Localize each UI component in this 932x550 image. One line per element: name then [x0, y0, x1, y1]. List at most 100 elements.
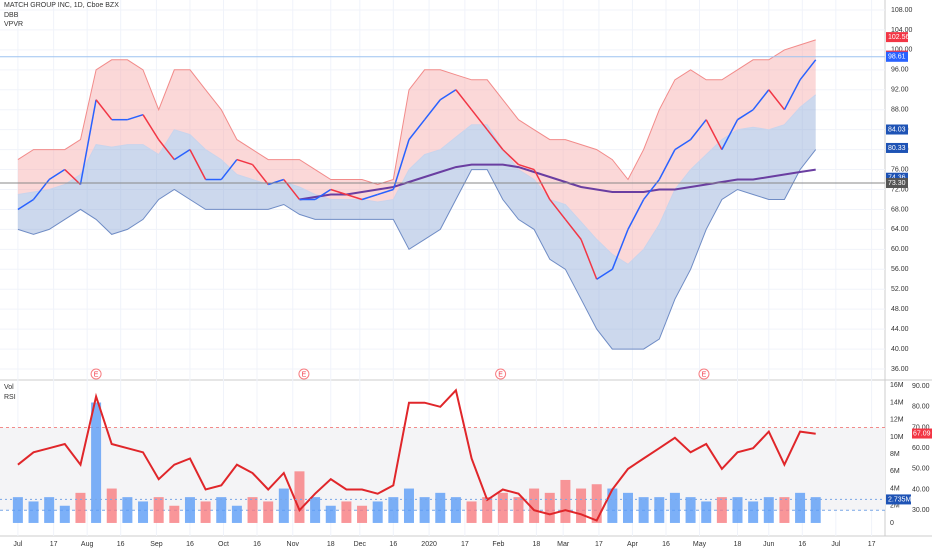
- volume-bar: [450, 497, 461, 523]
- price-segment: [95, 99, 113, 121]
- event-label: E: [702, 371, 707, 378]
- volume-bar: [732, 497, 743, 523]
- price-badge: [886, 178, 908, 189]
- x-tick-label: Oct: [218, 541, 229, 548]
- y-tick-label: 64.00: [891, 226, 909, 233]
- x-tick-label: 17: [50, 541, 58, 548]
- price-segment: [799, 59, 817, 81]
- y-tick-label: 96.00: [891, 67, 909, 74]
- price-segment: [251, 164, 269, 185]
- price-badge-label: 73.30: [888, 180, 906, 187]
- volume-tick-label: 4M: [890, 485, 900, 492]
- x-tick-label: 17: [595, 541, 603, 548]
- x-tick-label: 16: [117, 541, 125, 548]
- y-tick-label: 36.00: [891, 366, 909, 373]
- price-badge: [886, 172, 908, 183]
- y-tick-label: 40.00: [891, 346, 909, 353]
- rsi-tick-label: 70.00: [912, 424, 930, 431]
- x-tick-label: 2020: [421, 541, 437, 548]
- x-tick-label: Apr: [627, 541, 639, 548]
- price-segment: [439, 89, 457, 101]
- volume-bar: [341, 501, 352, 523]
- price-badge-label: 98.61: [888, 54, 906, 61]
- y-tick-label: 72.00: [891, 186, 909, 193]
- rsi-tick-label: 40.00: [912, 486, 930, 493]
- volume-bar: [795, 492, 806, 523]
- price-segment: [346, 193, 363, 201]
- indicator-label: VPVR: [4, 21, 23, 28]
- volume-bar: [247, 497, 258, 523]
- basis-line: [17, 94, 817, 265]
- price-segment: [486, 129, 504, 151]
- rsi-badge-label: 67.09: [913, 430, 931, 437]
- price-segment: [470, 109, 488, 131]
- volume-bar: [122, 497, 133, 523]
- price-segment: [549, 199, 567, 220]
- volume-bar: [576, 488, 587, 523]
- volume-bar: [325, 505, 336, 523]
- volume-bar: [59, 505, 70, 523]
- price-segment: [236, 158, 253, 166]
- volume-bar: [216, 497, 227, 523]
- x-tick-label: Mar: [557, 541, 570, 548]
- volume-badge: [886, 494, 911, 505]
- volume-bar: [28, 501, 39, 523]
- volume-bar: [169, 505, 180, 523]
- x-tick-label: Feb: [492, 541, 504, 548]
- volume-bar: [654, 497, 665, 523]
- x-tick-label: 16: [253, 541, 261, 548]
- upper-band-line: [17, 39, 816, 186]
- y-tick-label: 108.00: [891, 7, 913, 14]
- x-tick-label: 18: [532, 541, 540, 548]
- volume-bar: [138, 501, 149, 523]
- price-badge: [886, 51, 908, 62]
- volume-bar: [435, 492, 446, 523]
- volume-bar: [763, 497, 774, 523]
- event-label: E: [302, 371, 307, 378]
- price-badge: [886, 124, 908, 135]
- volume-bar: [231, 505, 242, 523]
- price-segment: [377, 188, 394, 196]
- volume-bar: [810, 497, 821, 523]
- y-tick-label: 100.00: [891, 47, 913, 54]
- price-segment: [783, 79, 801, 111]
- lower-band-area: [17, 94, 816, 350]
- indicator-label: DBB: [4, 12, 19, 19]
- event-marker: [698, 368, 710, 380]
- price-segment: [627, 199, 645, 230]
- price-segment: [689, 119, 707, 141]
- upper-band-area: [17, 39, 816, 265]
- volume-bar: [529, 488, 540, 523]
- event-label: E: [498, 371, 503, 378]
- volume-tick-label: 16M: [890, 382, 904, 389]
- x-tick-label: Jul: [13, 541, 22, 548]
- volume-bar: [638, 497, 649, 523]
- volume-tick-label: 2M: [890, 503, 900, 510]
- price-segment: [424, 99, 441, 121]
- volume-bar: [263, 501, 274, 523]
- volume-bar: [372, 501, 383, 523]
- volume-bar: [388, 497, 399, 523]
- price-segment: [596, 268, 613, 280]
- price-segment: [674, 138, 691, 151]
- volume-bar: [544, 492, 555, 523]
- indicator-label: Vol: [4, 384, 14, 391]
- price-segment: [173, 148, 191, 161]
- x-tick-label: 17: [868, 541, 876, 548]
- event-marker: [298, 368, 310, 380]
- volume-bar: [779, 497, 790, 523]
- event-label: E: [94, 371, 99, 378]
- x-tick-label: 16: [389, 541, 397, 548]
- y-tick-label: 104.00: [891, 27, 913, 34]
- volume-bar: [91, 402, 102, 523]
- price-badge: [886, 142, 908, 153]
- price-segment: [267, 178, 285, 186]
- volume-tick-label: 10M: [890, 434, 904, 441]
- price-segment: [158, 139, 175, 161]
- volume-bar: [12, 497, 23, 523]
- rsi-tick-label: 60.00: [912, 445, 930, 452]
- x-tick-label: 16: [798, 541, 806, 548]
- price-segment: [189, 149, 207, 180]
